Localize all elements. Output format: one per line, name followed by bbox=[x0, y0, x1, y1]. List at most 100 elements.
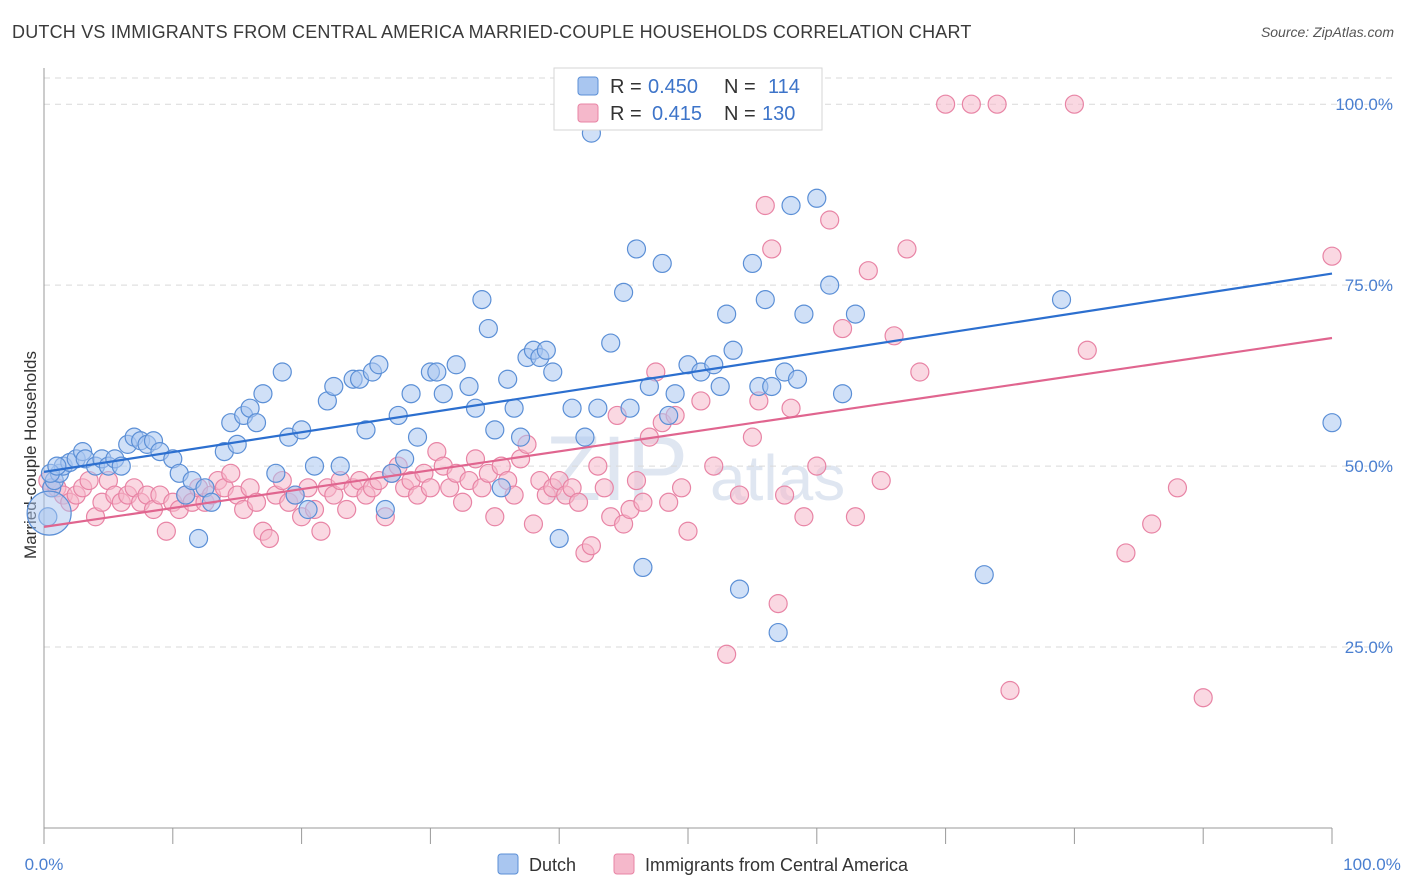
stats-swatch-immigrants bbox=[577, 103, 599, 123]
immigrants-point bbox=[794, 507, 814, 527]
dutch-point bbox=[272, 362, 292, 382]
y-tick-label: 25.0% bbox=[1345, 638, 1393, 657]
dutch-point bbox=[762, 376, 782, 397]
dutch-point bbox=[633, 557, 653, 578]
dutch-point bbox=[820, 275, 840, 295]
dutch-point bbox=[292, 420, 312, 440]
y-tick-label: 100.0% bbox=[1335, 95, 1393, 114]
dutch-point bbox=[465, 398, 486, 418]
dutch-point bbox=[504, 398, 524, 418]
immigrants-point bbox=[717, 644, 737, 664]
immigrants-point bbox=[485, 507, 505, 527]
dutch-point bbox=[742, 253, 763, 274]
stats-dutch-n-value: 114 bbox=[768, 76, 800, 98]
immigrants-point bbox=[311, 521, 331, 541]
dutch-point bbox=[729, 579, 750, 599]
immigrants-point bbox=[246, 492, 267, 512]
stats-imm-r-label: R = bbox=[610, 103, 642, 125]
dutch-point bbox=[704, 355, 724, 375]
immigrants-point bbox=[337, 499, 357, 520]
dutch-point bbox=[47, 456, 67, 476]
dutch-point bbox=[330, 456, 350, 476]
series-dutch-points bbox=[26, 123, 1342, 643]
immigrants-point bbox=[1077, 340, 1097, 360]
dutch-point bbox=[768, 622, 788, 643]
stats-dutch-r-label: R = bbox=[610, 76, 642, 98]
dutch-point bbox=[794, 304, 814, 324]
dutch-point bbox=[710, 376, 730, 397]
dutch-point bbox=[427, 362, 447, 382]
immigrants-point bbox=[1142, 514, 1162, 534]
y-tick-label: 50.0% bbox=[1345, 457, 1393, 476]
chart-title: DUTCH VS IMMIGRANTS FROM CENTRAL AMERICA… bbox=[12, 22, 972, 42]
dutch-point bbox=[1051, 290, 1072, 310]
immigrants-point bbox=[742, 427, 763, 447]
immigrants-point bbox=[594, 478, 614, 498]
dutch-point bbox=[723, 340, 743, 360]
immigrants-point bbox=[1193, 688, 1213, 708]
y-tick-labels: 25.0% 50.0% 75.0% 100.0% bbox=[1335, 95, 1393, 657]
dutch-point bbox=[787, 369, 808, 389]
immigrants-point bbox=[581, 536, 602, 556]
stats-swatch-dutch bbox=[577, 76, 599, 96]
dutch-point bbox=[562, 398, 582, 418]
dutch-point bbox=[549, 528, 569, 549]
immigrants-point bbox=[1167, 478, 1188, 498]
trend-lines bbox=[43, 272, 1333, 528]
dutch-point bbox=[369, 355, 389, 375]
immigrants-point bbox=[1064, 94, 1085, 114]
series-immigrants-points bbox=[38, 94, 1342, 708]
immigrants-point bbox=[568, 492, 589, 512]
dutch-point-large bbox=[26, 490, 72, 536]
dutch-point bbox=[639, 376, 659, 397]
immigrants-point bbox=[453, 492, 473, 512]
dutch-point bbox=[395, 449, 415, 469]
dutch-point bbox=[401, 384, 421, 404]
dutch-point bbox=[510, 427, 531, 447]
legend-swatch-dutch bbox=[497, 853, 519, 875]
dutch-point bbox=[717, 304, 737, 324]
dutch-point bbox=[588, 398, 608, 418]
dutch-point bbox=[543, 362, 563, 382]
immigrants-point bbox=[1000, 680, 1020, 701]
dutch-point bbox=[324, 376, 344, 397]
immigrants-point bbox=[961, 94, 981, 114]
dutch-point bbox=[478, 318, 498, 339]
dutch-point bbox=[356, 420, 376, 440]
immigrants-point bbox=[633, 492, 653, 512]
trend-line-dutch bbox=[43, 272, 1333, 473]
bottom-legend: Dutch Immigrants from Central America bbox=[497, 853, 909, 875]
dutch-point bbox=[485, 420, 505, 440]
stats-box-frame bbox=[553, 67, 823, 131]
immigrants-point bbox=[935, 94, 956, 114]
immigrants-point bbox=[221, 463, 241, 483]
y-tick-label: 75.0% bbox=[1345, 276, 1393, 295]
dutch-point bbox=[659, 405, 679, 426]
dutch-point bbox=[446, 355, 466, 375]
stats-legend-box: R = 0.450 N = 114 R = 0.415 N = 130 bbox=[553, 67, 823, 131]
immigrants-point bbox=[807, 456, 827, 476]
dutch-point bbox=[781, 195, 801, 216]
x-ticks bbox=[43, 828, 1333, 844]
immigrants-point bbox=[897, 239, 917, 259]
immigrants-point bbox=[691, 391, 711, 411]
legend-label-immigrants: Immigrants from Central America bbox=[645, 855, 909, 875]
dutch-point bbox=[472, 290, 492, 310]
immigrants-point bbox=[671, 478, 692, 498]
immigrants-point bbox=[678, 521, 698, 541]
x-tick-label-max: 100.0% bbox=[1343, 855, 1401, 874]
dutch-point bbox=[433, 384, 453, 404]
dutch-point bbox=[459, 376, 479, 397]
dutch-point bbox=[626, 239, 647, 259]
immigrants-point bbox=[845, 507, 866, 527]
dutch-point bbox=[375, 499, 395, 520]
stats-dutch-r-value: 0.450 bbox=[648, 76, 698, 98]
immigrants-point bbox=[704, 456, 724, 476]
stats-imm-n-value: 130 bbox=[762, 103, 795, 125]
immigrants-point bbox=[755, 195, 775, 216]
dutch-point bbox=[298, 499, 318, 520]
immigrants-point bbox=[420, 478, 440, 498]
dutch-point bbox=[188, 528, 209, 549]
immigrants-point bbox=[768, 594, 788, 614]
dutch-point bbox=[266, 463, 286, 483]
